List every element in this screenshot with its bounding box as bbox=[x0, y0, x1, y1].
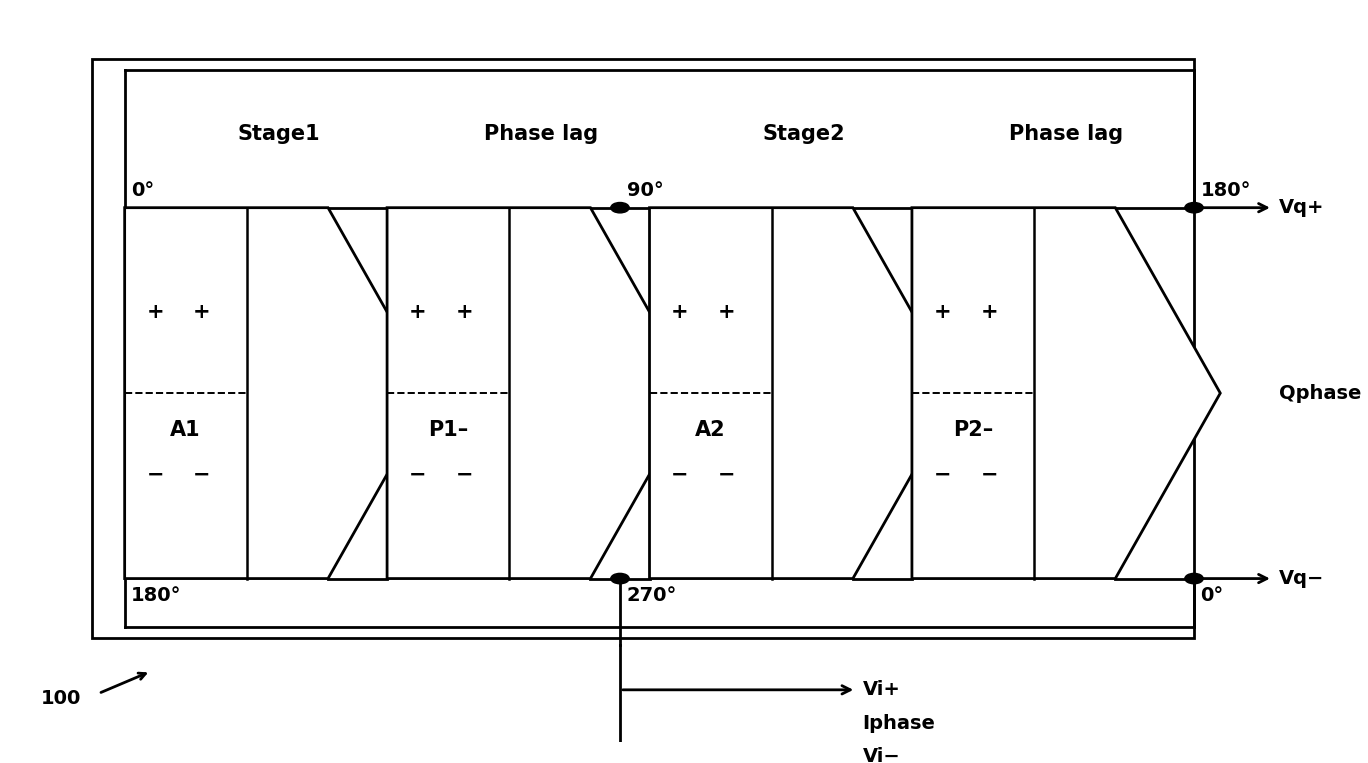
Text: 180°: 180° bbox=[1201, 182, 1252, 200]
Text: −: − bbox=[146, 465, 164, 485]
Text: −: − bbox=[456, 465, 473, 485]
Text: +: + bbox=[409, 301, 427, 321]
Text: +: + bbox=[672, 301, 689, 321]
Text: A1: A1 bbox=[171, 420, 201, 440]
Text: 270°: 270° bbox=[627, 586, 677, 605]
Text: P2–: P2– bbox=[953, 420, 993, 440]
Text: +: + bbox=[981, 301, 999, 321]
Text: 0°: 0° bbox=[1201, 586, 1224, 605]
Polygon shape bbox=[650, 208, 958, 578]
Text: 100: 100 bbox=[41, 689, 81, 708]
Text: +: + bbox=[456, 301, 473, 321]
Text: 0°: 0° bbox=[131, 182, 155, 200]
Circle shape bbox=[1185, 573, 1204, 584]
Text: −: − bbox=[672, 465, 688, 485]
Text: Stage2: Stage2 bbox=[762, 124, 845, 143]
Text: +: + bbox=[146, 301, 164, 321]
Text: 90°: 90° bbox=[627, 182, 663, 200]
Text: Phase lag: Phase lag bbox=[484, 124, 598, 143]
Text: Vi−: Vi− bbox=[863, 747, 900, 763]
Circle shape bbox=[610, 202, 629, 213]
Polygon shape bbox=[912, 208, 1220, 578]
Text: Qphase: Qphase bbox=[1279, 384, 1361, 403]
Text: Vq+: Vq+ bbox=[1279, 198, 1324, 217]
Text: Phase lag: Phase lag bbox=[1010, 124, 1123, 143]
Text: −: − bbox=[981, 465, 999, 485]
Text: −: − bbox=[934, 465, 951, 485]
Text: +: + bbox=[193, 301, 211, 321]
Text: Stage1: Stage1 bbox=[238, 124, 320, 143]
Polygon shape bbox=[387, 208, 695, 578]
Text: −: − bbox=[193, 465, 211, 485]
Text: Vq−: Vq− bbox=[1279, 569, 1324, 588]
Text: −: − bbox=[718, 465, 736, 485]
Text: Vi+: Vi+ bbox=[863, 681, 900, 700]
Text: +: + bbox=[718, 301, 736, 321]
Text: P1–: P1– bbox=[428, 420, 468, 440]
Circle shape bbox=[1185, 202, 1204, 213]
Text: A2: A2 bbox=[695, 420, 726, 440]
Text: −: − bbox=[409, 465, 427, 485]
Text: 180°: 180° bbox=[131, 586, 182, 605]
Circle shape bbox=[610, 573, 629, 584]
Text: +: + bbox=[933, 301, 951, 321]
Bar bbox=[92, 60, 1194, 638]
Polygon shape bbox=[124, 208, 434, 578]
Text: Iphase: Iphase bbox=[863, 713, 936, 732]
